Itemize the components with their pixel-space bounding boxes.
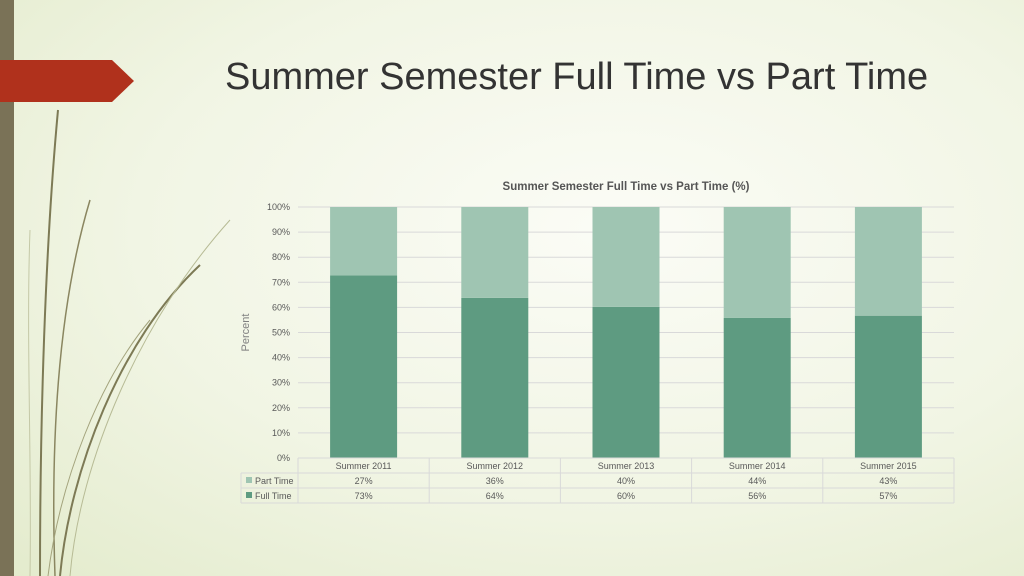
y-tick-label: 60% bbox=[272, 302, 290, 312]
y-axis-label: Percent bbox=[240, 314, 252, 352]
x-tick-label: Summer 2013 bbox=[598, 461, 655, 471]
left-sidebar-bar bbox=[0, 0, 14, 576]
data-label-full-time: 57% bbox=[879, 491, 897, 501]
legend-swatch-full-time bbox=[246, 492, 252, 498]
y-tick-label: 80% bbox=[272, 252, 290, 262]
y-tick-label: 70% bbox=[272, 277, 290, 287]
y-tick-label: 50% bbox=[272, 328, 290, 338]
data-label-part-time: 44% bbox=[748, 476, 766, 486]
y-tick-label: 20% bbox=[272, 403, 290, 413]
bar-full-time bbox=[723, 317, 791, 458]
bar-full-time bbox=[461, 297, 529, 458]
y-tick-label: 90% bbox=[272, 227, 290, 237]
data-label-full-time: 60% bbox=[617, 491, 635, 501]
bar-full-time bbox=[330, 275, 398, 458]
bar-part-time bbox=[330, 207, 398, 276]
data-label-full-time: 64% bbox=[486, 491, 504, 501]
bar-part-time bbox=[461, 207, 529, 298]
bar-part-time bbox=[592, 207, 660, 307]
data-label-full-time: 73% bbox=[355, 491, 373, 501]
legend-swatch-part-time bbox=[246, 477, 252, 483]
title-accent-arrow bbox=[0, 60, 134, 102]
x-tick-label: Summer 2012 bbox=[467, 461, 524, 471]
bar-part-time bbox=[854, 207, 922, 316]
bar-part-time bbox=[723, 207, 791, 318]
data-label-part-time: 40% bbox=[617, 476, 635, 486]
x-tick-label: Summer 2015 bbox=[860, 461, 917, 471]
slide-title: Summer Semester Full Time vs Part Time bbox=[225, 56, 929, 98]
chart-title: Summer Semester Full Time vs Part Time (… bbox=[503, 181, 750, 193]
x-tick-label: Summer 2011 bbox=[336, 461, 392, 471]
legend-entry-part-time: Part Time bbox=[255, 476, 294, 486]
bar-full-time bbox=[854, 315, 922, 458]
y-tick-label: 30% bbox=[272, 378, 290, 388]
bar-full-time bbox=[592, 306, 660, 458]
y-tick-label: 40% bbox=[272, 353, 290, 363]
decorative-grass-lines bbox=[28, 109, 231, 576]
y-tick-label: 0% bbox=[277, 453, 290, 463]
data-label-part-time: 27% bbox=[355, 476, 373, 486]
data-label-part-time: 36% bbox=[486, 476, 504, 486]
y-tick-label: 100% bbox=[267, 202, 290, 212]
legend-entry-full-time: Full Time bbox=[255, 491, 292, 501]
data-label-full-time: 56% bbox=[748, 491, 766, 501]
x-tick-label: Summer 2014 bbox=[729, 461, 786, 471]
data-label-part-time: 43% bbox=[879, 476, 897, 486]
y-tick-label: 10% bbox=[272, 428, 290, 438]
